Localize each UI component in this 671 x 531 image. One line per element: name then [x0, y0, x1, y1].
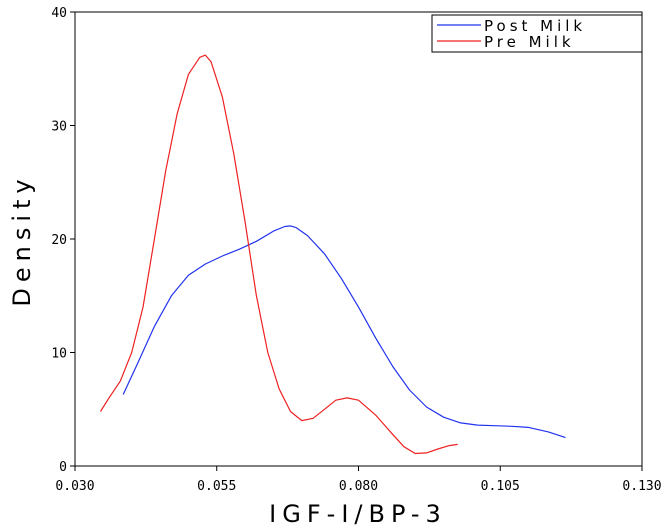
y-tick-label: 0 — [59, 460, 67, 475]
x-axis-title: IGF-I/BP-3 — [269, 500, 447, 528]
x-tick-label: 0.030 — [55, 479, 94, 494]
y-tick-label: 10 — [51, 347, 67, 362]
legend: Post Milk Pre Milk — [431, 14, 643, 53]
legend-box — [431, 14, 643, 53]
plot-frame — [74, 11, 643, 467]
y-tick-label: 40 — [51, 6, 67, 21]
series-layer — [99, 54, 566, 455]
y-tick-label: 20 — [51, 233, 67, 248]
x-tick-label: 0.130 — [622, 479, 661, 494]
series-line-pre-milk — [99, 54, 458, 455]
x-axis-ticks: 0.030 0.055 0.080 0.105 0.130 — [55, 466, 662, 494]
y-axis-title: Density — [8, 173, 36, 306]
legend-label-pre-milk: Pre Milk — [484, 33, 575, 51]
y-axis-ticks: 0 10 20 30 40 — [51, 6, 75, 475]
x-tick-label: 0.055 — [197, 479, 236, 494]
x-tick-label: 0.105 — [481, 479, 520, 494]
x-tick-label: 0.080 — [339, 479, 378, 494]
y-tick-label: 30 — [51, 120, 67, 135]
legend-label-post-milk: Post Milk — [484, 17, 586, 35]
series-line-post-milk — [122, 225, 566, 439]
